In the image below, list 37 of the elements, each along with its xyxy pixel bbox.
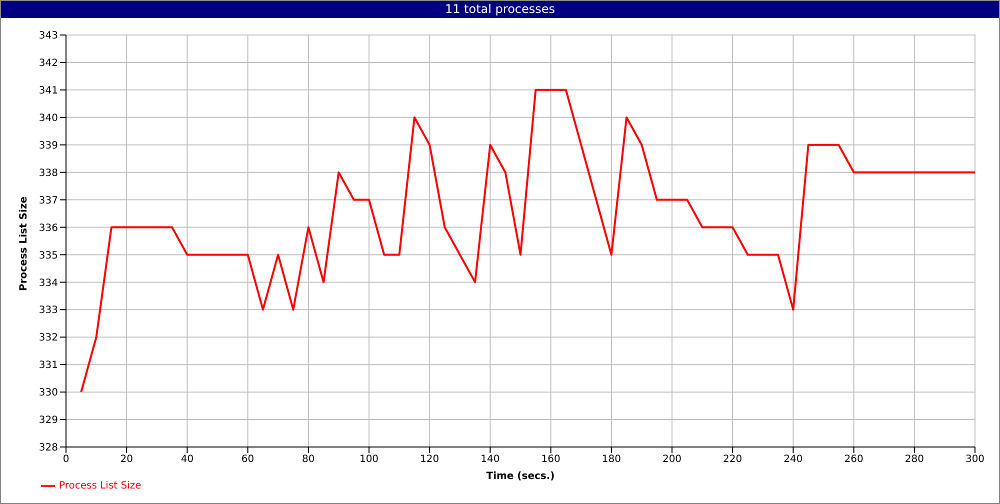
- x-tick-label: 300: [965, 454, 985, 466]
- x-tick-label: 60: [241, 454, 254, 466]
- x-tick-label: 80: [302, 454, 315, 466]
- x-tick-label: 100: [359, 454, 379, 466]
- y-tick-label: 328: [38, 442, 58, 454]
- x-tick-label: 200: [662, 454, 682, 466]
- legend-label: Process List Size: [59, 480, 142, 492]
- chart-title: 11 total processes: [1, 1, 999, 18]
- x-tick-label: 140: [480, 454, 500, 466]
- y-tick-label: 336: [38, 222, 58, 234]
- y-tick-label: 339: [38, 140, 58, 152]
- y-tick-label: 333: [38, 305, 58, 316]
- y-tick-label: 338: [38, 168, 58, 179]
- x-tick-label: 220: [723, 454, 742, 466]
- y-tick-label: 342: [38, 58, 58, 70]
- x-tick-label: 160: [541, 454, 560, 466]
- y-tick-label: 330: [38, 388, 58, 399]
- x-tick-label: 240: [784, 454, 803, 466]
- y-tick-label: 341: [38, 85, 58, 96]
- x-tick-label: 20: [120, 454, 133, 466]
- y-tick-label: 332: [38, 332, 58, 344]
- y-tick-label: 343: [38, 30, 58, 42]
- line-series: [80, 88, 975, 394]
- x-tick-label: 180: [602, 454, 621, 466]
- x-tick-label: 40: [180, 454, 194, 466]
- y-tick-label: 337: [38, 195, 58, 206]
- x-tick-label: 260: [844, 454, 864, 466]
- y-tick-label: 335: [38, 250, 58, 262]
- y-tick-label: 331: [38, 360, 58, 372]
- y-tick-label: 329: [38, 415, 58, 426]
- y-tick-label: 340: [38, 112, 58, 124]
- x-axis-title: Time (secs.): [486, 471, 555, 482]
- y-axis-title: Process List Size: [18, 196, 30, 291]
- x-tick-label: 280: [904, 454, 924, 466]
- y-tick-label: 334: [38, 278, 58, 289]
- x-tick-label: 120: [420, 454, 440, 466]
- x-tick-label: 0: [62, 454, 70, 466]
